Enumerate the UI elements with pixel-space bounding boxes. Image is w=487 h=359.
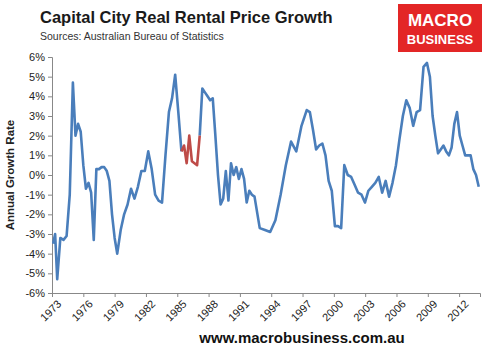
- y-tick: -1%: [25, 189, 52, 201]
- x-tick-mark: [209, 293, 210, 297]
- x-tick-mark: [52, 293, 53, 297]
- y-tick: 0%: [29, 169, 52, 181]
- y-tick-mark: [48, 77, 52, 78]
- x-tick-mark: [396, 293, 397, 297]
- y-tick-label: -4%: [25, 248, 45, 260]
- x-tick-label: 1985: [163, 298, 189, 324]
- y-tick-label: 1%: [29, 149, 45, 161]
- y-tick-label: -3%: [25, 228, 45, 240]
- x-tick: 1988: [194, 293, 220, 323]
- x-tick-mark: [271, 293, 272, 297]
- y-tick: -6%: [25, 287, 52, 299]
- x-tick: 2012: [445, 293, 471, 323]
- y-tick-mark: [48, 96, 52, 97]
- y-tick-label: 3%: [29, 110, 45, 122]
- logo-text: MACRO: [408, 11, 472, 30]
- x-tick-mark: [459, 293, 460, 297]
- x-tick: 1997: [288, 293, 314, 323]
- x-tick-label: 2009: [414, 298, 440, 324]
- x-tick-mark: [240, 293, 241, 297]
- x-tick-label: 1976: [69, 298, 95, 324]
- logo-text: BUSINESS: [407, 32, 474, 47]
- series-line: [181, 136, 199, 166]
- y-tick: -5%: [25, 267, 52, 279]
- plot: -6% -5% -4% -3% -2% -1% 0% 1% 2% 3% 4% 5% 6% 19731976…: [25, 51, 480, 323]
- x-tick: 2009: [414, 293, 440, 323]
- x-tick-label: 1973: [38, 298, 64, 324]
- x-tick: 2006: [382, 293, 408, 323]
- y-axis: -6% -5% -4% -3% -2% -1% 0% 1% 2% 3% 4% 5% 6%: [25, 51, 52, 299]
- x-tick: 1994: [257, 293, 283, 323]
- y-tick-label: 0%: [29, 169, 45, 181]
- x-tick: 1985: [163, 293, 189, 323]
- x-tick-label: 2000: [320, 298, 346, 324]
- y-tick-mark: [48, 195, 52, 196]
- y-tick-label: -1%: [25, 189, 45, 201]
- x-tick-mark: [115, 293, 116, 297]
- y-tick: 3%: [29, 110, 52, 122]
- y-tick-label: -2%: [25, 208, 45, 220]
- x-tick: 1979: [100, 293, 126, 323]
- x-tick-mark: [303, 293, 304, 297]
- y-tick-mark: [48, 273, 52, 274]
- x-tick-label: 2006: [382, 298, 408, 324]
- x-tick-label: 1994: [257, 298, 283, 324]
- y-tick-label: -5%: [25, 267, 45, 279]
- logo-box: [398, 4, 482, 52]
- x-tick-mark: [428, 293, 429, 297]
- y-tick-label: 2%: [29, 130, 45, 142]
- y-axis-title: Annual Growth Rate: [4, 120, 16, 231]
- y-axis-line: [48, 58, 53, 294]
- y-tick-mark: [48, 57, 52, 58]
- title: Capital City Real Rental Price Growth: [40, 8, 333, 26]
- y-tick: 2%: [29, 130, 52, 142]
- x-tick-label: 1991: [226, 298, 252, 324]
- series-line: [53, 63, 479, 279]
- y-tick-mark: [48, 116, 52, 117]
- x-tick: 2000: [320, 293, 346, 323]
- x-axis-line: [53, 294, 481, 298]
- y-tick: -3%: [25, 228, 52, 240]
- y-tick-mark: [48, 293, 52, 294]
- y-tick-mark: [48, 254, 52, 255]
- y-tick: 5%: [29, 71, 52, 83]
- x-tick-mark: [365, 293, 366, 297]
- y-tick-mark: [48, 136, 52, 137]
- chart: Capital City Real Rental Price Growth Sou…: [0, 0, 487, 359]
- y-tick: 4%: [29, 90, 52, 102]
- y-tick-label: -6%: [25, 287, 45, 299]
- y-tick: -4%: [25, 248, 52, 260]
- y-tick: 1%: [29, 149, 52, 161]
- x-tick-mark: [83, 293, 84, 297]
- y-tick-mark: [48, 155, 52, 156]
- x-tick-label: 1982: [132, 298, 158, 324]
- y-tick-mark: [48, 214, 52, 215]
- x-tick-mark: [146, 293, 147, 297]
- y-tick: 6%: [29, 51, 52, 63]
- x-tick-label: 1997: [288, 298, 314, 324]
- y-tick-label: 4%: [29, 90, 45, 102]
- x-tick: 1976: [69, 293, 95, 323]
- footer: www.macrobusiness.com.au: [198, 329, 404, 346]
- x-tick-label: 2003: [351, 298, 377, 324]
- y-tick-mark: [48, 175, 52, 176]
- subtitle: Sources: Australian Bureau of Statistics: [40, 30, 224, 42]
- x-tick-mark: [334, 293, 335, 297]
- x-tick: 1973: [38, 293, 64, 323]
- x-tick-label: 1979: [100, 298, 126, 324]
- y-tick: -2%: [25, 208, 52, 220]
- x-tick: 1991: [226, 293, 252, 323]
- x-tick: 1982: [132, 293, 158, 323]
- y-tick-label: 5%: [29, 71, 45, 83]
- x-tick-mark: [177, 293, 178, 297]
- y-tick-mark: [48, 234, 52, 235]
- x-tick: 2003: [351, 293, 377, 323]
- x-tick-label: 1988: [194, 298, 220, 324]
- x-tick-label: 2012: [445, 298, 471, 324]
- series-group: [53, 63, 479, 279]
- y-tick-label: 6%: [29, 51, 45, 63]
- x-axis: 1973197619791982198519881991199419972000…: [38, 293, 481, 323]
